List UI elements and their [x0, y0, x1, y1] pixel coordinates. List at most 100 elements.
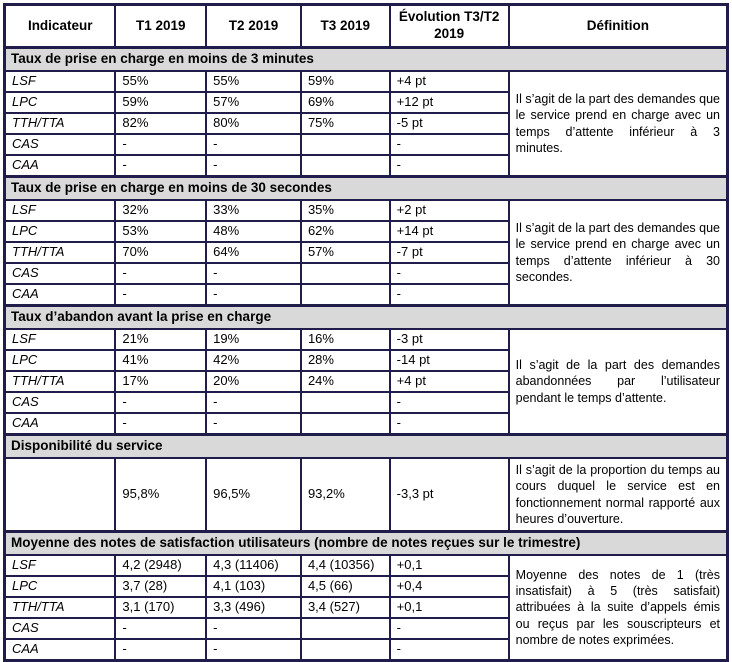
table-header: Indicateur T1 2019 T2 2019 T3 2019 Évolu…: [3, 3, 729, 49]
value-cell: -14 pt: [388, 349, 510, 372]
table-row: TTH/TTA 17% 20% 24% +4 pt: [3, 370, 728, 393]
header-definition: Définition: [507, 3, 729, 49]
value-cell: 32%: [114, 199, 208, 222]
value-cell: -3 pt: [388, 328, 510, 351]
header-evolution: Évolution T3/T2 2019: [388, 3, 510, 49]
value-cell: -: [388, 391, 510, 414]
definition-cell: Il s’agit de la proportion du temps au c…: [507, 457, 729, 533]
value-cell: -: [114, 133, 208, 156]
value-cell: 55%: [205, 70, 302, 93]
value-cell: 42%: [205, 349, 302, 372]
value-cell: -: [205, 412, 302, 436]
table-row: TTH/TTA 70% 64% 57% -7 pt: [3, 241, 728, 264]
value-cell: 3,3 (496): [205, 596, 302, 619]
table-row: LPC 59% 57% 69% +12 pt: [3, 91, 728, 114]
value-cell: 57%: [299, 241, 391, 264]
indicator-label-cell: LSF: [3, 199, 117, 222]
value-cell: 4,2 (2948): [114, 554, 208, 577]
indicator-label-cell: LPC: [3, 349, 117, 372]
indicator-label-cell: LPC: [3, 91, 117, 114]
value-cell: 93,2%: [299, 457, 391, 533]
value-cell: +0,4: [388, 575, 510, 598]
value-cell: +12 pt: [388, 91, 510, 114]
value-cell: 3,7 (28): [114, 575, 208, 598]
value-cell: 28%: [299, 349, 391, 372]
value-cell: 4,3 (11406): [205, 554, 302, 577]
value-cell: 69%: [299, 91, 391, 114]
value-cell: -: [388, 412, 510, 436]
indicator-label-cell: LPC: [3, 575, 117, 598]
value-cell: 48%: [205, 220, 302, 243]
value-cell: -: [388, 283, 510, 307]
value-cell: -5 pt: [388, 112, 510, 135]
value-cell: 70%: [114, 241, 208, 264]
indicator-label-cell: TTH/TTA: [3, 370, 117, 393]
table-row: CAS - - -: [3, 617, 728, 640]
indicator-label-cell: CAS: [3, 133, 117, 156]
value-cell: -: [205, 617, 302, 640]
value-cell: -: [388, 638, 510, 662]
value-cell: -: [205, 154, 302, 178]
value-cell: +4 pt: [388, 370, 510, 393]
section-row: Taux de prise en charge en moins de 3 mi…: [3, 46, 729, 72]
value-cell: 21%: [114, 328, 208, 351]
definition-cell: Il s’agit de la part des demandes abando…: [507, 328, 729, 436]
value-cell: -: [114, 154, 208, 178]
indicator-label-cell: CAS: [3, 391, 117, 414]
value-cell: 96,5%: [205, 457, 302, 533]
value-cell: [299, 638, 391, 662]
table-row: LSF 32% 33% 35% +2 pt Il s’agit de la part de…: [3, 199, 729, 307]
header-indicateur: Indicateur: [3, 3, 117, 49]
value-cell: -3,3 pt: [388, 457, 510, 533]
indicator-label-cell: LPC: [3, 220, 117, 243]
value-cell: 35%: [299, 199, 391, 222]
value-cell: -: [114, 391, 208, 414]
indicator-table: Indicateur T1 2019 T2 2019 T3 2019 Évolu…: [3, 3, 729, 662]
table-row: LPC 41% 42% 28% -14 pt: [3, 349, 728, 372]
value-cell: 57%: [205, 91, 302, 114]
value-cell: -: [205, 638, 302, 662]
section-row: Disponibilité du service: [3, 433, 729, 459]
value-cell: [299, 617, 391, 640]
definition-cell: Il s’agit de la part des demandes que le…: [507, 199, 729, 307]
table-row: TTH/TTA 3,1 (170) 3,3 (496) 3,4 (527) +0,1: [3, 596, 728, 619]
value-cell: +0,1: [388, 596, 510, 619]
value-cell: 55%: [114, 70, 208, 93]
table-row: CAS - - -: [3, 262, 728, 285]
value-cell: -: [205, 262, 302, 285]
indicator-label-cell: [3, 457, 117, 533]
indicator-label-cell: CAS: [3, 262, 117, 285]
table-row: LSF 4,2 (2948) 4,3 (11406) 4,4 (10356) +0,1 M…: [3, 554, 729, 662]
value-cell: 16%: [299, 328, 391, 351]
value-cell: -: [205, 391, 302, 414]
value-cell: 95,8%: [114, 457, 208, 533]
indicator-label-cell: TTH/TTA: [3, 112, 117, 135]
indicator-label-cell: LSF: [3, 328, 117, 351]
indicator-label-cell: CAS: [3, 617, 117, 640]
value-cell: +0,1: [388, 554, 510, 577]
value-cell: 62%: [299, 220, 391, 243]
value-cell: -: [388, 154, 510, 178]
value-cell: 53%: [114, 220, 208, 243]
value-cell: [299, 391, 391, 414]
table-row: TTH/TTA 82% 80% 75% -5 pt: [3, 112, 728, 135]
value-cell: -: [114, 617, 208, 640]
value-cell: 80%: [205, 112, 302, 135]
section-title: Taux de prise en charge en moins de 3 mi…: [3, 46, 729, 72]
indicator-label-cell: LSF: [3, 554, 117, 577]
table-row: LSF 55% 55% 59% +4 pt Il s’agit de la part de…: [3, 70, 729, 178]
value-cell: 3,4 (527): [299, 596, 391, 619]
value-cell: 64%: [205, 241, 302, 264]
value-cell: [299, 283, 391, 307]
value-cell: +4 pt: [388, 70, 510, 93]
indicator-label-cell: CAA: [3, 638, 117, 662]
section-row: Taux de prise en charge en moins de 30 s…: [3, 175, 729, 201]
value-cell: [299, 412, 391, 436]
value-cell: +14 pt: [388, 220, 510, 243]
value-cell: 82%: [114, 112, 208, 135]
section-title: Taux de prise en charge en moins de 30 s…: [3, 175, 729, 201]
header-t1-2019: T1 2019: [114, 3, 208, 49]
value-cell: 4,1 (103): [205, 575, 302, 598]
table-row: LPC 53% 48% 62% +14 pt: [3, 220, 728, 243]
